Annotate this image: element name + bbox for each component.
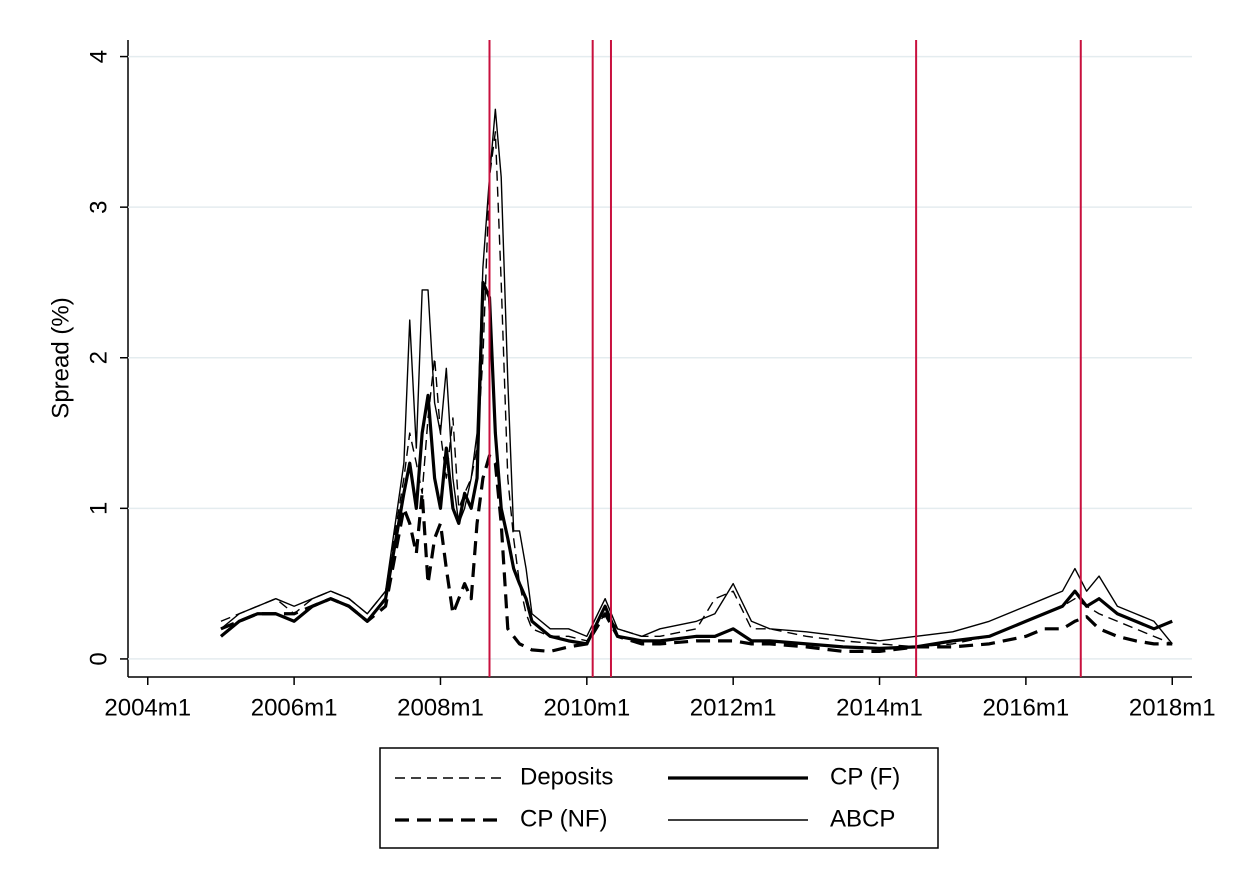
series-line (220, 131, 1173, 648)
y-axis-label: Spread (%) (47, 297, 74, 418)
series-line (220, 108, 1173, 645)
legend-label: CP (F) (830, 763, 900, 790)
y-tick-label: 2 (85, 351, 112, 364)
x-tick-label: 2016m1 (983, 694, 1070, 721)
x-tick-label: 2014m1 (836, 694, 923, 721)
series-line (219, 280, 1173, 650)
x-tick-label: 2006m1 (251, 694, 338, 721)
y-tick-label: 1 (85, 502, 112, 515)
y-tick-label: 3 (85, 200, 112, 213)
legend-label: CP (NF) (520, 805, 608, 832)
x-tick-label: 2018m1 (1129, 694, 1216, 721)
x-tick-label: 2012m1 (690, 694, 777, 721)
legend-label: Deposits (520, 763, 613, 790)
legend-label: ABCP (830, 805, 895, 832)
x-tick-label: 2004m1 (104, 694, 191, 721)
series-line (220, 454, 1173, 653)
x-tick-label: 2008m1 (397, 694, 484, 721)
y-tick-label: 0 (85, 652, 112, 665)
y-tick-label: 4 (85, 50, 112, 63)
x-tick-label: 2010m1 (543, 694, 630, 721)
legend-box (379, 747, 939, 849)
